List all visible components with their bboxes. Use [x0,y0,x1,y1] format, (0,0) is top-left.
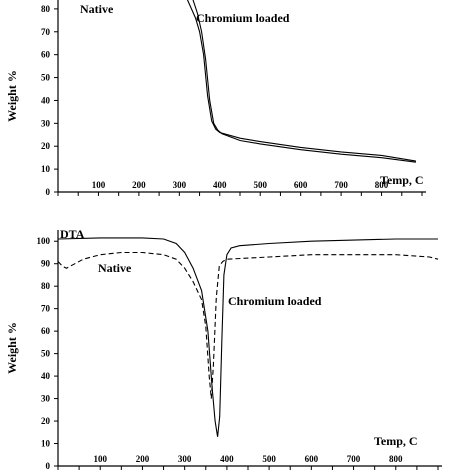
y-tick-label: 20 [41,416,51,426]
x-tick-label: 100 [92,180,106,190]
series-annotation: Native [80,2,114,16]
series-annotation: Chromium loaded [196,11,290,25]
x-tick-label: 500 [262,454,276,464]
x-tick-label: 200 [132,180,146,190]
series-line-solid [192,0,416,163]
y-tick-label: 40 [41,95,51,105]
y-tick-label: 50 [41,349,51,359]
y-tick-label: 10 [41,439,51,449]
y-tick-label: 70 [41,304,51,314]
y-tick-label: 80 [41,4,51,14]
y-tick-label: 60 [41,326,51,336]
x-tick-label: 700 [334,180,348,190]
y-tick-label: 40 [41,371,51,381]
x-axis-title: Temp, C [380,173,424,187]
x-tick-label: 500 [253,180,267,190]
x-tick-label: 800 [375,180,389,190]
x-tick-label: 100 [93,454,107,464]
x-tick-label: 300 [173,180,187,190]
y-tick-label: 70 [41,27,51,37]
y-tick-label: 20 [41,141,51,151]
y-tick-label: 50 [41,73,51,83]
y-tick-label: 30 [41,118,51,128]
series-line-solid [58,237,438,437]
y-axis-title: Weight % [5,70,19,122]
y-tick-label: 60 [41,50,51,60]
y-tick-label: 10 [41,164,51,174]
series-line-dashed [58,251,439,399]
series-line-solid [186,0,416,162]
x-tick-label: 600 [305,454,319,464]
x-axis-title: Temp, C [374,434,418,448]
y-tick-label: 80 [41,281,51,291]
y-tick-label: 0 [46,461,51,471]
y-tick-label: 100 [37,236,51,246]
y-tick-label: 90 [41,259,51,269]
x-tick-label: 400 [213,180,227,190]
series-annotation: Chromium loaded [228,294,322,308]
x-tick-label: 600 [294,180,308,190]
series-annotation: Native [98,261,132,275]
x-tick-label: 400 [220,454,234,464]
y-axis-title: Weight % [5,322,19,374]
y-tick-label: 0 [46,187,51,197]
chart-title: DTA [60,227,85,241]
x-tick-label: 300 [178,454,192,464]
y-tick-label: 30 [41,394,51,404]
x-tick-label: 800 [389,454,403,464]
x-tick-label: 200 [136,454,150,464]
x-tick-label: 700 [347,454,361,464]
